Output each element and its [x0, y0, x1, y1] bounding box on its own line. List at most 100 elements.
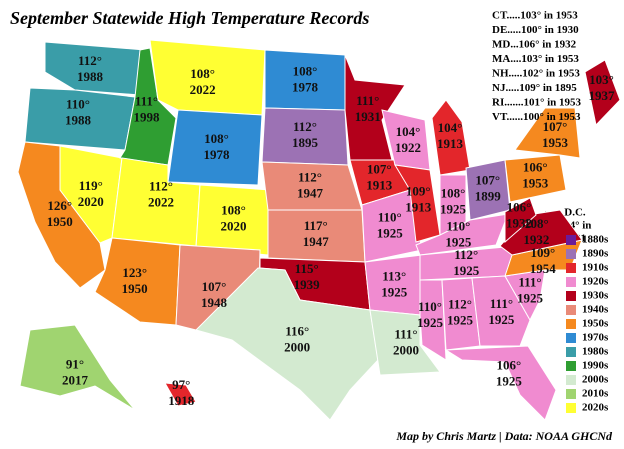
state-temp: 110° — [418, 299, 442, 314]
title: September Statewide High Temperature Rec… — [10, 8, 369, 28]
legend-label: 1940s — [582, 304, 609, 316]
state-year: 1895 — [292, 135, 319, 150]
legend-label: 1970s — [582, 332, 609, 344]
legend-label: 1910s — [582, 262, 609, 274]
state-year: 1913 — [437, 136, 464, 151]
legend-swatch — [566, 403, 576, 413]
state-year: 1947 — [303, 234, 330, 249]
state-temp: 111° — [394, 326, 417, 341]
state — [471, 275, 531, 347]
legend-label: 2020s — [582, 402, 609, 414]
state-temp: 112° — [298, 170, 322, 185]
state-temp: 107° — [543, 119, 568, 134]
legend-swatch — [566, 347, 576, 357]
legend-swatch — [566, 333, 576, 343]
state-year: 1925 — [447, 312, 474, 327]
state-year: 1925 — [440, 201, 467, 216]
state-temp: 97° — [172, 377, 190, 392]
state-year: 1954 — [530, 261, 557, 276]
state — [419, 279, 447, 361]
state — [584, 59, 621, 127]
state-temp: 107° — [202, 279, 227, 294]
state-temp: 108° — [204, 131, 229, 146]
states — [17, 39, 621, 421]
state-year: 1953 — [542, 135, 569, 150]
small-state-record: NJ.....109° in 1895 — [492, 82, 577, 94]
state-year: 1950 — [122, 281, 148, 296]
state-temp: 112° — [448, 296, 472, 311]
state-temp: 106° — [507, 200, 532, 215]
state-temp: 126° — [47, 198, 72, 213]
state-labels: 112°1988110°1988126°1950119°2020111°1998… — [47, 53, 615, 408]
state-temp: 111° — [518, 274, 541, 289]
state-temp: 112° — [293, 119, 317, 134]
legend-swatch — [566, 249, 576, 259]
state-temp: 106° — [523, 160, 548, 175]
small-state-record: VT......100° in 1953 — [492, 111, 581, 123]
state-temp: 110° — [378, 210, 402, 225]
legend-label: 2010s — [582, 388, 609, 400]
state-temp: 112° — [454, 247, 478, 262]
dc-label: D.C. — [564, 207, 586, 219]
state-year: 1988 — [65, 112, 92, 127]
state — [44, 41, 146, 96]
state-temp: 119° — [79, 178, 103, 193]
state-temp: 104° — [438, 120, 463, 135]
state-temp: 110° — [66, 96, 90, 111]
state-temp: 110° — [446, 219, 470, 234]
state-year: 1899 — [475, 188, 502, 203]
state-year: 1913 — [366, 178, 393, 193]
small-state-list: CT.....103° in 1953 DE.....100° in 1930 MD… — [492, 10, 582, 124]
state — [59, 145, 123, 244]
state-temp: 111° — [356, 93, 379, 108]
state-year: 1932 — [523, 232, 549, 247]
state-temp: 123° — [122, 265, 147, 280]
state-year: 1978 — [204, 147, 231, 162]
state-year: 1925 — [453, 263, 480, 278]
state — [19, 324, 136, 411]
state — [431, 99, 471, 176]
state-temp: 116° — [285, 324, 309, 339]
state-year: 1953 — [522, 176, 549, 191]
state-year: 1913 — [405, 199, 432, 214]
state-temp: 111° — [490, 296, 513, 311]
state-year: 1931 — [355, 109, 381, 124]
small-state-record: CT.....103° in 1953 — [492, 10, 578, 22]
state-temp: 108° — [190, 66, 215, 81]
state-year: 1937 — [589, 88, 616, 103]
state-year: 2020 — [221, 218, 247, 233]
small-state-record: MA....103° in 1953 — [492, 53, 579, 65]
state-year: 1947 — [297, 186, 324, 201]
legend-swatch — [566, 389, 576, 399]
state-year: 1925 — [377, 226, 404, 241]
state-temp: 107° — [475, 172, 500, 187]
state-temp: 108° — [221, 202, 246, 217]
state-temp: 109° — [530, 245, 555, 260]
state-year: 1950 — [47, 214, 73, 229]
small-state-record: NH.....102° in 1953 — [492, 68, 580, 80]
state — [164, 382, 197, 407]
state-year: 1998 — [134, 110, 161, 125]
state-year: 1948 — [201, 295, 228, 310]
state-year: 2017 — [62, 372, 89, 387]
legend-swatch — [566, 361, 576, 371]
state-year: 1988 — [77, 69, 104, 84]
state-year: 2000 — [393, 342, 419, 357]
legend-label: 1880s — [582, 234, 609, 246]
state-temp: 108° — [441, 185, 466, 200]
state — [344, 54, 406, 161]
small-state-record: MD...106° in 1932 — [492, 39, 577, 51]
small-state-record: DE.....100° in 1930 — [492, 24, 579, 36]
legend-swatch — [566, 277, 576, 287]
state-year: 1925 — [517, 290, 544, 305]
legend-label: 1950s — [582, 318, 609, 330]
state-year: 1925 — [417, 315, 444, 330]
state-temp: 115° — [295, 261, 319, 276]
state-temp: 109° — [406, 183, 431, 198]
legend-swatch — [566, 305, 576, 315]
state-year: 2022 — [190, 82, 216, 97]
legend-swatch — [566, 319, 576, 329]
legend: 1880s 1890s 1910s 1920s 1930s 1940s 1950s 1970s… — [566, 234, 609, 414]
legend-label: 1980s — [582, 346, 609, 358]
state-temp: 108° — [293, 64, 318, 79]
